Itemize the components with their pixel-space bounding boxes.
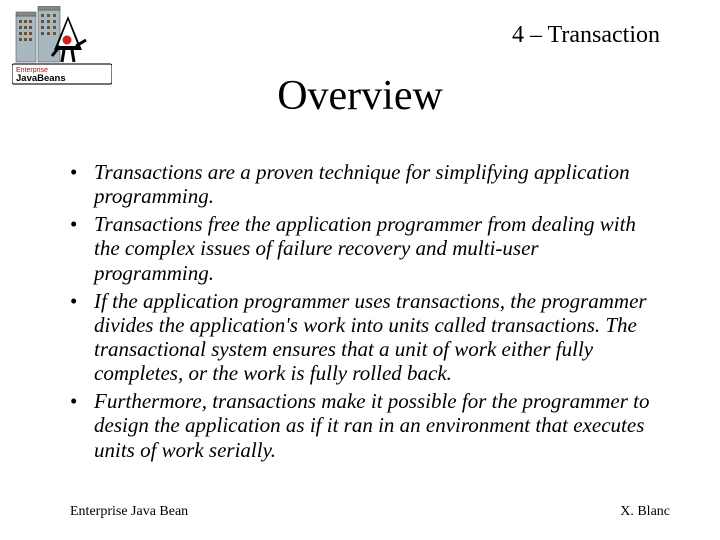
slide-title: Overview [0,72,720,120]
bullet-item: Furthermore, transactions make it possib… [70,389,660,461]
footer-right: X. Blanc [620,504,670,520]
bullet-item: If the application programmer uses trans… [70,289,660,386]
slide: Enterprise JavaBeans 4 – Transaction Ove… [0,0,720,540]
bullet-item: Transactions free the application progra… [70,212,660,284]
bullet-list: Transactions are a proven technique for … [70,160,660,466]
section-label: 4 – Transaction [512,22,660,49]
footer-left: Enterprise Java Bean [70,504,188,520]
bullet-item: Transactions are a proven technique for … [70,160,660,208]
